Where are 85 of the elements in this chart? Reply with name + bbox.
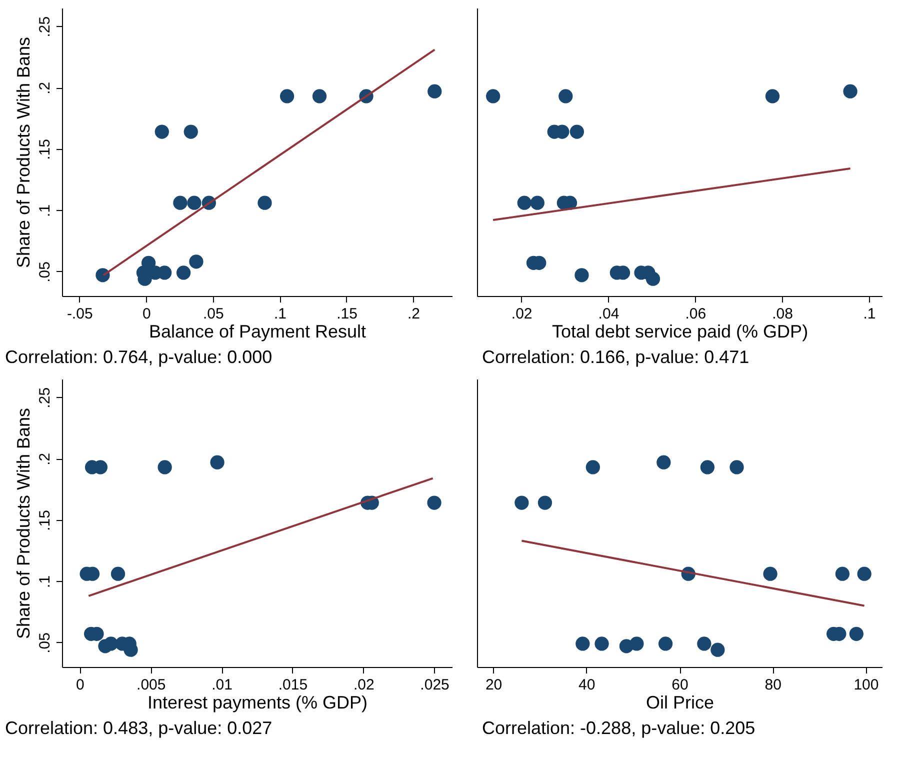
point: [517, 196, 532, 210]
point: [658, 636, 673, 651]
x-tick-label: 0: [142, 306, 151, 322]
y-tick-label: .25: [36, 16, 54, 38]
point: [849, 626, 864, 641]
point: [184, 124, 198, 139]
point: [96, 268, 110, 282]
point: [158, 266, 172, 280]
x-axis-title: Interest payments (% GDP): [147, 692, 368, 712]
x-tick-label: .015: [278, 676, 308, 694]
point: [558, 89, 573, 104]
point: [730, 460, 744, 474]
point: [486, 89, 500, 104]
point: [428, 84, 442, 98]
y-axis-title: Share of Products With Bans: [14, 408, 34, 640]
x-tick-label: .1: [274, 306, 286, 322]
point: [176, 266, 191, 280]
text: Correlation: 0.764, p-value: 0.000: [5, 347, 272, 367]
point: [312, 89, 327, 104]
y-tick-label: .15: [36, 139, 54, 160]
point: [210, 455, 224, 470]
y-tick-label: .15: [36, 510, 54, 531]
y-tick-label: .25: [36, 387, 54, 408]
point: [843, 84, 858, 98]
point: [594, 636, 609, 651]
point: [710, 642, 725, 657]
point: [697, 636, 712, 651]
x-tick-label: 100: [854, 676, 879, 694]
y-tick-label: .1: [36, 575, 54, 588]
x-tick-label: .06: [685, 306, 706, 322]
y-axis-title: Share of Products With Bans: [14, 36, 34, 268]
y-tick-label: .05: [36, 262, 54, 282]
x-axis-title: Oil Price: [646, 692, 714, 712]
point: [187, 196, 202, 210]
point: [173, 196, 188, 210]
point: [646, 272, 660, 286]
x-tick-label: .02: [353, 676, 374, 694]
text: Correlation: 0.166, p-value: 0.471: [482, 347, 750, 367]
x-axis-title: Total debt service paid (% GDP): [552, 322, 808, 342]
x-tick-label: -.05: [66, 306, 93, 322]
point: [763, 566, 778, 581]
point: [104, 636, 118, 651]
point: [158, 460, 172, 474]
x-tick-label: 20: [485, 676, 502, 694]
x-tick-label: .1: [863, 306, 876, 322]
x-tick-label: .08: [772, 306, 793, 322]
point: [630, 636, 644, 651]
point: [154, 124, 169, 139]
point: [538, 496, 552, 510]
point: [574, 268, 589, 282]
point: [835, 566, 850, 581]
y-tick-label: .05: [36, 632, 54, 654]
y-tick-label: .2: [36, 82, 54, 94]
point: [765, 89, 780, 104]
x-tick-label: 80: [764, 676, 782, 694]
point: [586, 460, 600, 474]
point: [656, 455, 671, 470]
x-tick-label: .04: [598, 306, 620, 322]
x-tick-label: .02: [511, 306, 532, 322]
point: [514, 496, 529, 510]
x-tick-label: .005: [136, 676, 166, 694]
x-tick-label: .01: [212, 676, 232, 694]
point: [530, 196, 544, 210]
y-tick-label: .2: [36, 452, 54, 466]
point: [576, 636, 590, 651]
x-tick-label: .2: [408, 306, 420, 322]
point: [258, 196, 272, 210]
x-tick-label: .15: [336, 306, 358, 322]
x-tick-label: 40: [578, 676, 596, 694]
point: [427, 496, 442, 510]
x-tick-label: .025: [420, 676, 450, 694]
y-tick-label: .1: [36, 204, 54, 217]
x-tick-label: .05: [202, 306, 224, 322]
point: [141, 256, 156, 270]
x-axis-title: Balance of Payment Result: [148, 322, 366, 342]
point: [280, 89, 294, 104]
point: [857, 566, 872, 581]
point: [570, 124, 584, 139]
text: Correlation: 0.483, p-value: 0.027: [5, 718, 272, 738]
point: [700, 460, 714, 474]
x-tick-label: 60: [672, 676, 688, 694]
text: Correlation: -0.288, p-value: 0.205: [482, 718, 756, 738]
point: [110, 566, 126, 581]
point: [189, 254, 204, 269]
x-tick-label: 0: [76, 676, 84, 694]
